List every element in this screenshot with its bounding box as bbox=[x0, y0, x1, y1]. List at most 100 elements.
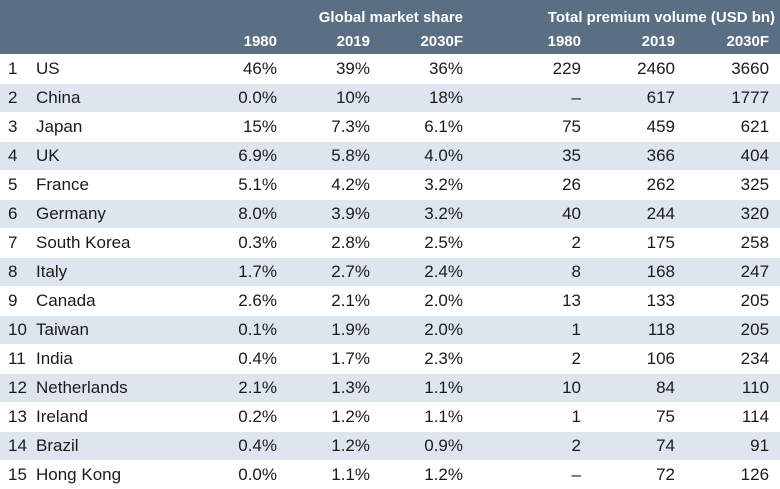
share-cell: 2.3% bbox=[382, 345, 475, 374]
header-share-year: 2030F bbox=[382, 28, 475, 55]
rank-cell: 9 bbox=[0, 287, 36, 316]
country-cell: Germany bbox=[36, 200, 196, 229]
header-blank bbox=[0, 0, 36, 28]
spacer-cell bbox=[475, 258, 499, 287]
volume-cell: 617 bbox=[593, 84, 687, 113]
spacer-cell bbox=[475, 84, 499, 113]
volume-cell: 91 bbox=[687, 432, 780, 461]
share-cell: 2.1% bbox=[196, 374, 289, 403]
rank-cell: 10 bbox=[0, 316, 36, 345]
volume-cell: 40 bbox=[499, 200, 593, 229]
share-cell: 2.1% bbox=[289, 287, 382, 316]
share-cell: 0.0% bbox=[196, 461, 289, 489]
share-cell: 18% bbox=[382, 84, 475, 113]
volume-cell: 175 bbox=[593, 229, 687, 258]
header-total-premium-volume: Total premium volume (USD bn) bbox=[499, 0, 780, 28]
volume-cell: – bbox=[499, 461, 593, 489]
share-cell: 1.2% bbox=[289, 403, 382, 432]
rank-cell: 14 bbox=[0, 432, 36, 461]
share-cell: 1.1% bbox=[289, 461, 382, 489]
spacer-cell bbox=[475, 461, 499, 489]
share-cell: 5.1% bbox=[196, 171, 289, 200]
rank-cell: 2 bbox=[0, 84, 36, 113]
volume-cell: 133 bbox=[593, 287, 687, 316]
header-blank bbox=[36, 28, 196, 55]
spacer-cell bbox=[475, 142, 499, 171]
volume-cell: 75 bbox=[499, 113, 593, 142]
spacer-cell bbox=[475, 171, 499, 200]
spacer-cell bbox=[475, 200, 499, 229]
share-cell: 3.2% bbox=[382, 200, 475, 229]
header-blank bbox=[475, 0, 499, 28]
volume-cell: 75 bbox=[593, 403, 687, 432]
share-cell: 0.3% bbox=[196, 229, 289, 258]
share-cell: 0.0% bbox=[196, 84, 289, 113]
volume-cell: 84 bbox=[593, 374, 687, 403]
spacer-cell bbox=[475, 113, 499, 142]
volume-cell: 168 bbox=[593, 258, 687, 287]
share-cell: 36% bbox=[382, 55, 475, 84]
rank-cell: 3 bbox=[0, 113, 36, 142]
spacer-cell bbox=[475, 374, 499, 403]
volume-cell: – bbox=[499, 84, 593, 113]
volume-cell: 118 bbox=[593, 316, 687, 345]
volume-cell: 114 bbox=[687, 403, 780, 432]
volume-cell: 262 bbox=[593, 171, 687, 200]
volume-cell: 325 bbox=[687, 171, 780, 200]
share-cell: 0.2% bbox=[196, 403, 289, 432]
volume-cell: 229 bbox=[499, 55, 593, 84]
volume-cell: 2460 bbox=[593, 55, 687, 84]
volume-cell: 366 bbox=[593, 142, 687, 171]
table-header: Global market share Total premium volume… bbox=[0, 0, 780, 55]
volume-cell: 1 bbox=[499, 403, 593, 432]
header-share-year: 2019 bbox=[289, 28, 382, 55]
volume-cell: 247 bbox=[687, 258, 780, 287]
header-volume-year: 2019 bbox=[593, 28, 687, 55]
header-volume-year: 1980 bbox=[499, 28, 593, 55]
spacer-cell bbox=[475, 287, 499, 316]
country-cell: France bbox=[36, 171, 196, 200]
share-cell: 46% bbox=[196, 55, 289, 84]
country-cell: Taiwan bbox=[36, 316, 196, 345]
volume-cell: 258 bbox=[687, 229, 780, 258]
country-cell: Ireland bbox=[36, 403, 196, 432]
share-cell: 6.9% bbox=[196, 142, 289, 171]
volume-cell: 13 bbox=[499, 287, 593, 316]
spacer-cell bbox=[475, 345, 499, 374]
country-cell: India bbox=[36, 345, 196, 374]
share-cell: 0.1% bbox=[196, 316, 289, 345]
spacer-cell bbox=[475, 316, 499, 345]
share-cell: 6.1% bbox=[382, 113, 475, 142]
volume-cell: 234 bbox=[687, 345, 780, 374]
share-cell: 2.7% bbox=[289, 258, 382, 287]
volume-cell: 2 bbox=[499, 432, 593, 461]
volume-cell: 621 bbox=[687, 113, 780, 142]
share-cell: 4.0% bbox=[382, 142, 475, 171]
share-cell: 3.2% bbox=[382, 171, 475, 200]
spacer-cell bbox=[475, 55, 499, 84]
volume-cell: 3660 bbox=[687, 55, 780, 84]
country-cell: Japan bbox=[36, 113, 196, 142]
share-cell: 1.2% bbox=[289, 432, 382, 461]
share-cell: 1.1% bbox=[382, 403, 475, 432]
share-cell: 2.5% bbox=[382, 229, 475, 258]
share-cell: 3.9% bbox=[289, 200, 382, 229]
header-blank bbox=[475, 28, 499, 55]
spacer-cell bbox=[475, 229, 499, 258]
share-cell: 1.7% bbox=[196, 258, 289, 287]
header-blank bbox=[36, 0, 196, 28]
share-cell: 2.0% bbox=[382, 287, 475, 316]
